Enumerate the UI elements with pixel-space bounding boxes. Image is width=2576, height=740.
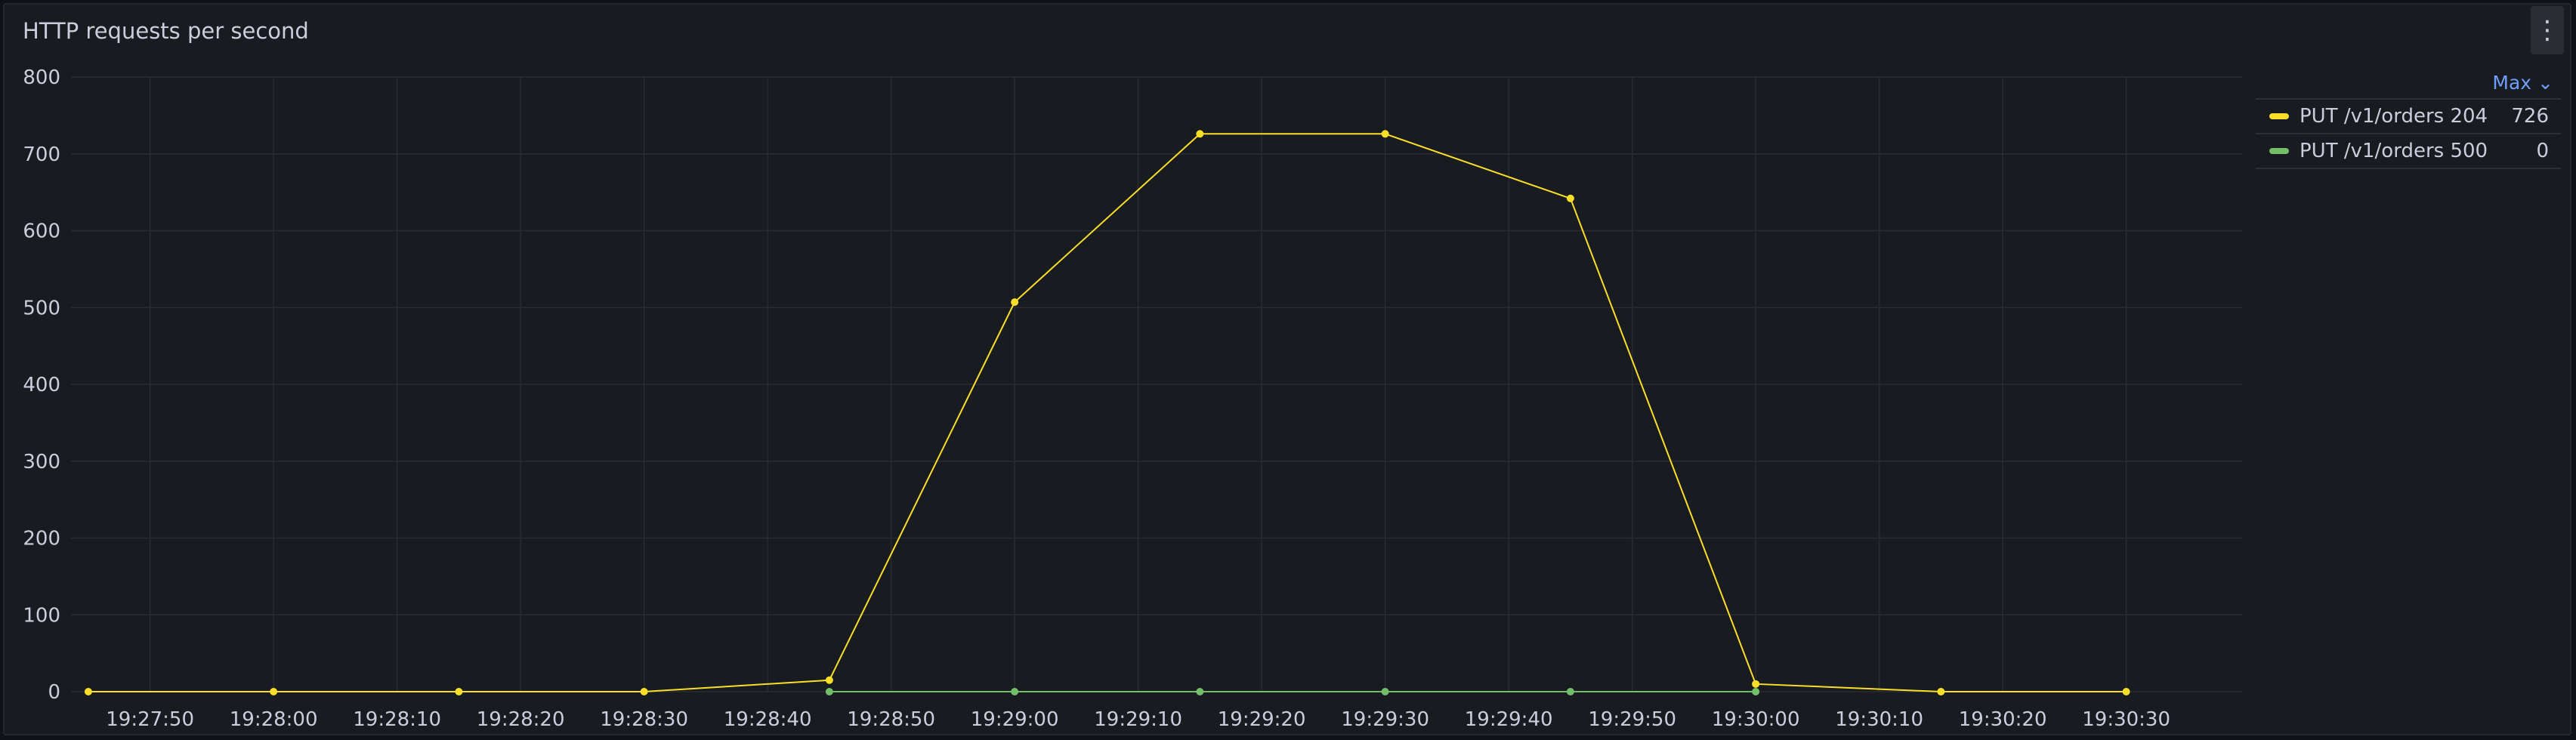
x-tick-label: 19:30:20: [1959, 708, 2047, 729]
legend-item-label: PUT /v1/orders 204: [2300, 105, 2488, 128]
data-point: [84, 688, 92, 695]
series-line: [88, 133, 2127, 692]
x-tick-label: 19:29:30: [1341, 708, 1429, 729]
data-point: [1381, 688, 1389, 695]
chevron-down-icon: ⌄: [2537, 71, 2553, 94]
y-tick-label: 800: [23, 66, 60, 89]
x-tick-label: 19:27:50: [106, 708, 194, 729]
legend-item-max-value: 726: [2511, 105, 2549, 128]
x-tick-label: 19:29:40: [1465, 708, 1553, 729]
line-chart: 0 100 200 300 400 500 600 700 800 19:27:50 19:28:0…: [23, 66, 2242, 729]
y-tick-label: 500: [23, 297, 60, 319]
x-tick-label: 19:28:30: [600, 708, 688, 729]
data-point: [1566, 688, 1574, 695]
data-point: [825, 676, 833, 684]
data-point: [1937, 688, 1945, 695]
x-tick-label: 19:30:30: [2082, 708, 2170, 729]
legend-sort-header[interactable]: Max ⌄: [2256, 66, 2561, 100]
series-color-swatch: [2269, 113, 2289, 119]
x-tick-label: 19:29:20: [1218, 708, 1306, 729]
legend-max-label[interactable]: Max ⌄: [2492, 71, 2553, 94]
x-tick-label: 19:30:00: [1712, 708, 1800, 729]
legend: Max ⌄ PUT /v1/orders 204 726 PUT /v1/ord…: [2256, 66, 2561, 169]
data-point: [1752, 688, 1760, 695]
y-tick-label: 0: [48, 681, 60, 704]
x-tick-label: 19:28:00: [230, 708, 318, 729]
data-point: [1011, 688, 1019, 695]
x-tick-label: 19:28:20: [477, 708, 565, 729]
time-series-panel: HTTP requests per second ⋮ 0 100 200 300 400…: [3, 3, 2571, 735]
x-tick-label: 19:28:40: [724, 708, 812, 729]
data-point: [455, 688, 463, 695]
data-point: [1196, 130, 1204, 138]
y-tick-label: 600: [23, 220, 60, 243]
legend-item-max-value: 0: [2536, 140, 2549, 162]
y-tick-label: 700: [23, 143, 60, 166]
panel-menu-button[interactable]: ⋮: [2531, 6, 2564, 54]
x-tick-label: 19:28:10: [353, 708, 441, 729]
y-tick-label: 100: [23, 604, 60, 627]
y-tick-label: 200: [23, 528, 60, 550]
x-tick-label: 19:29:00: [971, 708, 1059, 729]
series-color-swatch: [2269, 148, 2289, 154]
data-point: [1196, 688, 1204, 695]
data-point: [1752, 680, 1760, 688]
data-point: [270, 688, 278, 695]
legend-item[interactable]: PUT /v1/orders 500 0: [2256, 134, 2561, 169]
y-tick-label: 300: [23, 451, 60, 473]
legend-item[interactable]: PUT /v1/orders 204 726: [2256, 100, 2561, 134]
data-point: [640, 688, 648, 695]
x-tick-label: 19:29:50: [1588, 708, 1676, 729]
y-tick-label: 400: [23, 374, 60, 396]
data-point: [1011, 298, 1019, 307]
panel-title: HTTP requests per second: [23, 18, 309, 44]
data-point: [825, 688, 833, 695]
x-tick-label: 19:30:10: [1835, 708, 1923, 729]
legend-item-label: PUT /v1/orders 500: [2300, 140, 2488, 162]
data-point: [2122, 688, 2130, 695]
data-point: [1381, 130, 1389, 138]
data-point: [1566, 194, 1574, 202]
x-tick-label: 19:29:10: [1094, 708, 1182, 729]
x-tick-label: 19:28:50: [847, 708, 935, 729]
kebab-menu-icon: ⋮: [2534, 15, 2560, 45]
